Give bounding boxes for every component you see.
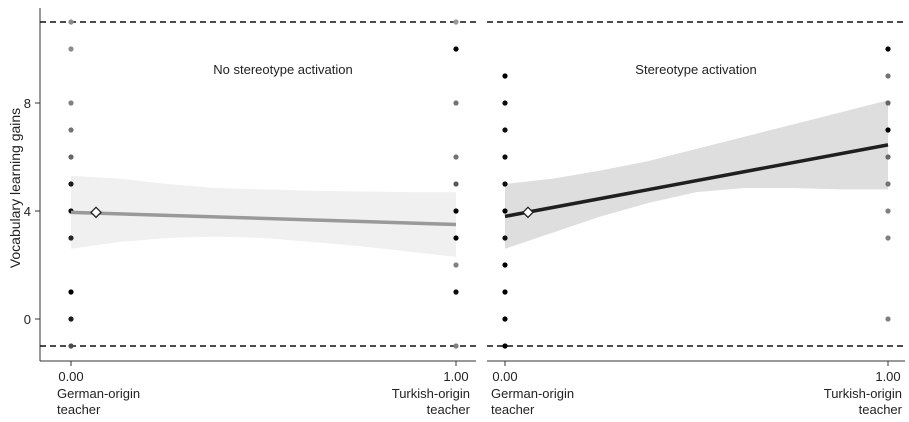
mean-marker-diamond <box>90 206 102 219</box>
data-point <box>68 19 74 25</box>
data-point <box>885 73 891 79</box>
x-tick-label: 0.00 <box>58 369 83 384</box>
data-point <box>885 127 891 133</box>
x-category-label: teacher <box>57 402 101 417</box>
data-point <box>885 181 891 187</box>
x-tick-label: 1.00 <box>875 369 900 384</box>
data-point <box>885 154 891 160</box>
y-axis: 0 4 8 <box>24 8 41 361</box>
data-point <box>502 208 508 214</box>
x-category-label: Turkish-origin <box>392 386 470 401</box>
x-category-label: German-origin <box>491 386 574 401</box>
data-point <box>453 154 459 160</box>
data-point <box>885 100 891 106</box>
data-point <box>68 100 74 106</box>
data-point <box>885 316 891 322</box>
x-tick-label: 1.00 <box>443 369 468 384</box>
data-point <box>453 235 459 241</box>
data-point <box>453 343 459 349</box>
x-category-label: teacher <box>427 402 471 417</box>
data-point <box>68 343 74 349</box>
data-point <box>453 208 459 214</box>
panels: No stereotype activation 0.00 1.00 German-o… <box>40 19 905 417</box>
data-point <box>68 46 74 52</box>
data-point <box>68 289 74 295</box>
data-point <box>502 235 508 241</box>
x-category-label: German-origin <box>57 386 140 401</box>
data-point <box>68 154 74 160</box>
y-tick-label: 4 <box>24 204 31 219</box>
mean-marker-diamond <box>522 206 534 219</box>
data-point <box>68 235 74 241</box>
confidence-band <box>71 175 456 257</box>
data-point <box>502 154 508 160</box>
y-tick-label: 8 <box>24 96 31 111</box>
data-point <box>68 181 74 187</box>
data-point <box>502 316 508 322</box>
data-point <box>453 19 459 25</box>
panel-title: No stereotype activation <box>213 62 352 77</box>
data-point <box>502 343 508 349</box>
data-point <box>502 289 508 295</box>
confidence-band <box>505 100 888 249</box>
x-category-label: teacher <box>859 402 903 417</box>
data-point <box>68 127 74 133</box>
data-point <box>453 181 459 187</box>
data-point <box>502 262 508 268</box>
x-tick-label: 0.00 <box>492 369 517 384</box>
data-point <box>453 46 459 52</box>
y-axis-label: Vocabulary learning gains <box>7 108 23 268</box>
data-point <box>502 127 508 133</box>
regression-line <box>504 143 889 219</box>
y-tick-label: 0 <box>24 312 31 327</box>
data-point <box>502 100 508 106</box>
data-point <box>885 235 891 241</box>
data-point <box>885 46 891 52</box>
data-point <box>502 73 508 79</box>
x-category-label: teacher <box>491 402 535 417</box>
panel-no-stereotype-activation: No stereotype activation 0.00 1.00 German-o… <box>40 19 476 417</box>
data-point <box>453 289 459 295</box>
data-point <box>453 262 459 268</box>
data-point <box>885 208 891 214</box>
regression-line <box>70 210 457 227</box>
x-category-label: Turkish-origin <box>824 386 902 401</box>
panel-title: Stereotype activation <box>635 62 756 77</box>
data-point <box>68 316 74 322</box>
data-point <box>502 181 508 187</box>
panel-stereotype-activation: Stereotype activation 0.00 1.00 German-orig… <box>487 21 905 417</box>
data-point <box>453 100 459 106</box>
